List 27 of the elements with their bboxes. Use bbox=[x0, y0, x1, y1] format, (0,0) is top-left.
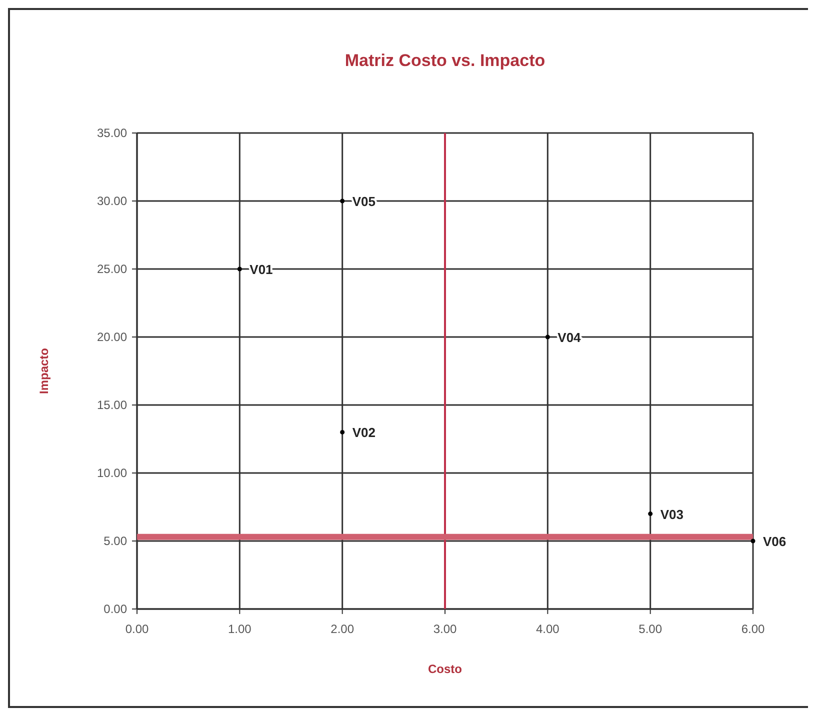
point bbox=[340, 198, 345, 204]
x-tick-label: 5.00 bbox=[638, 622, 662, 636]
chart-title: Matriz Costo vs. Impacto bbox=[344, 51, 546, 70]
x-axis-title: Costo bbox=[428, 662, 462, 676]
y-tick-label: 20.00 bbox=[96, 330, 128, 344]
point bbox=[648, 512, 653, 516]
y-tick-label: 0.00 bbox=[104, 602, 128, 616]
annotation: V06 bbox=[763, 534, 786, 549]
point bbox=[237, 266, 242, 272]
y-tick-label: 35.00 bbox=[96, 126, 128, 140]
annotation: V03 bbox=[660, 506, 684, 522]
y-axis-title: Impacto bbox=[37, 348, 51, 394]
x-tick-label: 3.00 bbox=[433, 622, 457, 636]
y-tick-label: 25.00 bbox=[96, 262, 128, 276]
point bbox=[340, 430, 345, 434]
x-tick-label: 1.00 bbox=[228, 622, 252, 636]
y-tick-label: 10.00 bbox=[96, 466, 128, 480]
point bbox=[545, 334, 550, 340]
y-tick-label: 30.00 bbox=[96, 194, 128, 208]
x-tick-label: 6.00 bbox=[741, 622, 765, 636]
y-tick-label: 5.00 bbox=[104, 534, 128, 548]
x-tick-label: 4.00 bbox=[536, 622, 560, 636]
point bbox=[750, 538, 756, 544]
x-tick-label: 0.00 bbox=[125, 622, 149, 636]
x-tick-label: 2.00 bbox=[330, 622, 354, 636]
y-tick-label: 15.00 bbox=[96, 398, 128, 412]
annotation: V02 bbox=[352, 425, 376, 440]
